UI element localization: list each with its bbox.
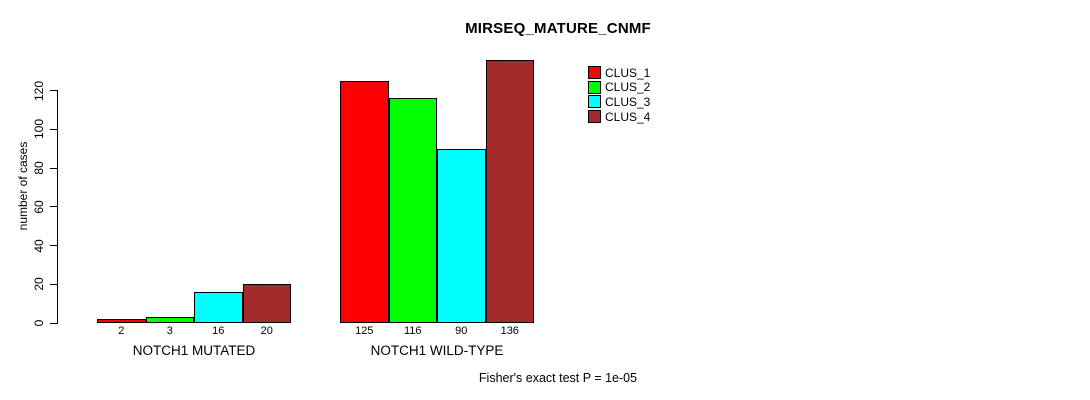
chart-title: MIRSEQ_MATURE_CNMF [465,20,651,37]
bar-clus_1 [340,80,389,323]
y-tick-mark [50,206,58,208]
bar-clus_1 [97,319,146,323]
group-label: NOTCH1 MUTATED [132,343,256,358]
footnote-fisher-test: Fisher's exact test P = 1e-05 [478,371,638,385]
legend-swatch-clus_4 [588,110,601,124]
bar-clus_2 [388,98,437,323]
y-tick-label: 20 [32,277,46,291]
legend-item-clus_4: CLUS_4 [588,109,651,124]
bar-value-label: 3 [166,325,173,337]
bar-clus_3 [194,292,243,323]
bar-value-label: 136 [500,325,519,337]
y-tick-mark [50,90,58,91]
legend-item-clus_2: CLUS_2 [588,80,651,95]
bar-value-label: 125 [355,325,374,337]
legend-item-clus_3: CLUS_3 [588,94,651,109]
y-tick-mark [50,283,58,285]
legend-label: CLUS_2 [605,80,651,95]
y-tick-label: 60 [32,200,46,214]
legend-label: CLUS_4 [605,109,651,124]
legend-swatch-clus_1 [588,66,601,79]
y-tick-mark [50,167,58,169]
bar-clus_4 [485,59,534,323]
y-tick-label: 120 [32,80,46,101]
y-tick-label: 80 [32,161,46,175]
legend-swatch-clus_2 [588,80,601,94]
bar-clus_2 [145,317,194,323]
bar-value-label: 16 [212,325,225,337]
y-tick-label: 0 [32,319,46,327]
legend-swatch-clus_3 [588,95,601,109]
group-label: NOTCH1 WILD-TYPE [370,343,504,358]
y-axis-label: number of cases [16,141,30,231]
legend-item-clus_1: CLUS_1 [588,65,651,80]
y-tick-mark [50,322,58,324]
legend-label: CLUS_1 [605,65,651,80]
bar-value-label: 2 [118,325,125,337]
bar-value-label: 90 [455,325,468,337]
y-tick-mark [50,128,58,130]
bar-clus_4 [242,284,291,323]
bar-value-label: 20 [260,325,273,337]
y-tick-label: 40 [32,238,46,253]
bar-value-label: 116 [403,325,422,337]
bar-clus_3 [437,148,486,323]
legend-label: CLUS_3 [605,94,651,109]
y-tick-label: 100 [32,119,46,140]
y-tick-mark [50,245,58,246]
